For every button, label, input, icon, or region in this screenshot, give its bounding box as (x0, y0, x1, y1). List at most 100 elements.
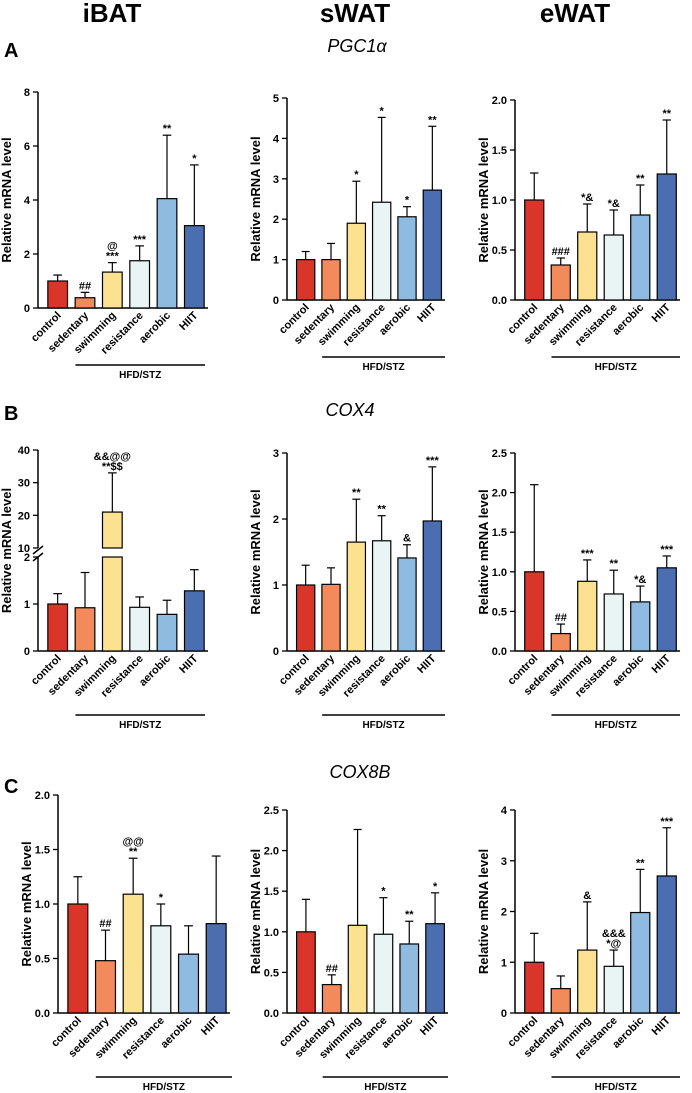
significance-label: *& (581, 192, 593, 204)
category-label: HIIT (415, 652, 438, 675)
bar-sedentary (321, 983, 342, 1014)
bar-sedentary (74, 607, 96, 652)
y-tick-label: 1.5 (492, 527, 507, 539)
y-tick-label: 10 (18, 543, 30, 555)
significance-label: *& (634, 574, 646, 586)
column-header-ibat: iBAT (83, 0, 142, 28)
y-tick-label: 0.5 (35, 954, 50, 966)
bar-HIIT (422, 520, 443, 652)
y-tick-label: 1 (273, 580, 279, 592)
significance-label: & (403, 533, 411, 545)
y-axis-label: Relative mRNA level (248, 489, 263, 614)
bar-resistance (371, 201, 392, 301)
significance-label: * (354, 169, 359, 181)
significance-label: ** (636, 857, 645, 869)
y-tick-label: 2 (24, 552, 30, 564)
category-label: HIIT (177, 652, 200, 675)
y-axis-label: Relative mRNA level (476, 137, 491, 262)
y-tick-label: 1 (24, 599, 30, 611)
gene-title-pgc1a: PGC1α (327, 36, 387, 56)
bar-resistance (150, 925, 172, 1014)
panel-letter-a: A (4, 40, 18, 62)
bar-resistance (129, 260, 151, 309)
bar-control (524, 961, 545, 1014)
significance-label: ** (352, 487, 361, 499)
bar-swimming (347, 924, 368, 1014)
y-tick-label: 2.5 (264, 805, 279, 817)
y-tick-label: 0.0 (264, 1008, 279, 1020)
bar-HIIT (422, 189, 443, 301)
significance-label: * (405, 195, 410, 207)
bar-sedentary (550, 988, 571, 1014)
significance-label: *** (581, 548, 595, 560)
bar-control (47, 280, 69, 309)
y-tick-label: 2 (501, 907, 507, 919)
significance-label: & (583, 890, 591, 902)
y-tick-label: 0.5 (264, 967, 279, 979)
y-tick-label: 1.5 (35, 845, 50, 857)
bar-HIIT (425, 923, 445, 1014)
bar-control (67, 903, 89, 1014)
significance-label: *** (106, 251, 120, 263)
bar-resistance (371, 540, 392, 652)
y-tick-label: 4 (501, 805, 508, 817)
significance-label: ** (129, 846, 138, 858)
bar-swimming (577, 580, 598, 652)
significance-label: *** (660, 816, 674, 828)
bar-aerobic (397, 216, 417, 301)
significance-label: ## (326, 963, 338, 975)
significance-label: ** (377, 504, 386, 516)
group-label: HFD/STZ (362, 720, 404, 731)
y-tick-label: 3 (273, 448, 279, 460)
bar-swimming (577, 949, 598, 1014)
bar-aerobic (630, 601, 651, 652)
significance-label: **$$ (102, 461, 123, 473)
y-tick-label: 2.0 (492, 488, 507, 500)
significance-label: * (381, 886, 386, 898)
y-tick-label: 6 (24, 141, 30, 153)
bar-sedentary (74, 297, 96, 309)
significance-label: &&@@ (94, 451, 132, 463)
bar-sedentary (94, 960, 117, 1014)
bar-aerobic (177, 953, 200, 1014)
group-label: HFD/STZ (362, 362, 404, 373)
y-tick-label: 2.0 (492, 95, 507, 107)
bar-HIIT (656, 173, 677, 301)
y-tick-label: 0.0 (35, 1008, 50, 1020)
y-tick-label: 0.5 (492, 245, 507, 257)
axis-break-mark (32, 545, 44, 555)
y-tick-label: 20 (18, 510, 30, 522)
y-tick-label: 2.0 (35, 790, 50, 802)
bar-sedentary (550, 632, 571, 652)
y-tick-label: 0.0 (492, 295, 507, 307)
y-tick-label: 2.0 (264, 846, 279, 858)
significance-label: ** (636, 173, 645, 185)
y-tick-label: 0 (273, 646, 279, 658)
group-label: HFD/STZ (595, 720, 637, 731)
bar-resistance (129, 606, 151, 652)
y-tick-label: 0 (501, 1008, 507, 1020)
significance-label: *** (426, 455, 440, 467)
y-axis-label: Relative mRNA level (19, 841, 34, 966)
bar-control (47, 603, 69, 652)
y-axis-label: Relative mRNA level (0, 488, 14, 613)
y-tick-label: 4 (24, 195, 31, 207)
significance-label: ## (555, 612, 567, 624)
y-tick-label: 0.5 (492, 606, 507, 618)
bar-HIIT (656, 567, 677, 652)
panel-letter-c: C (4, 776, 18, 798)
significance-label: ** (428, 114, 437, 126)
y-tick-label: 5 (273, 93, 279, 105)
group-label: HFD/STZ (595, 362, 637, 373)
y-axis-label: Relative mRNA level (0, 137, 14, 262)
significance-label: *@ (606, 938, 621, 950)
y-tick-label: 1 (501, 957, 507, 969)
significance-label: * (159, 892, 164, 904)
y-tick-label: 30 (18, 478, 30, 490)
